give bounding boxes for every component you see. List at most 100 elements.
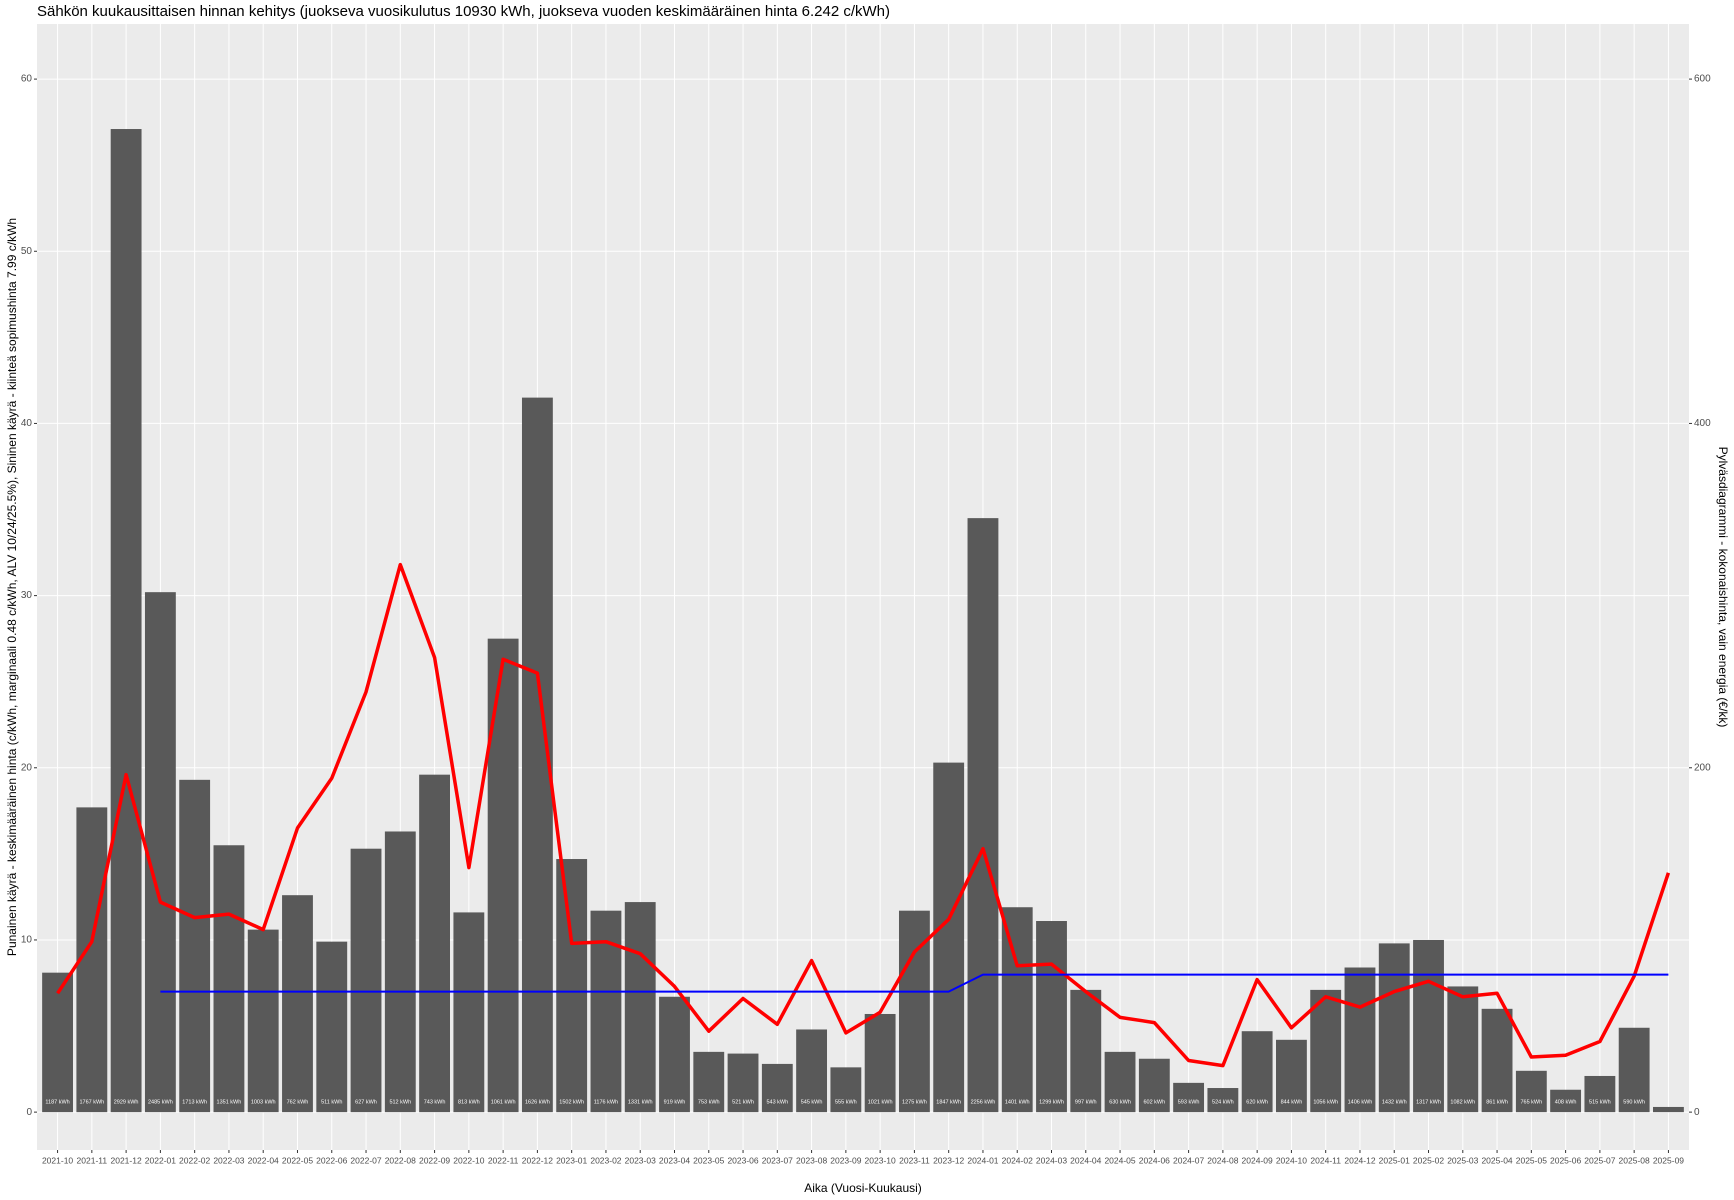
bar (1310, 989, 1342, 1113)
bar (282, 895, 313, 1113)
bar-label: 543 kWh (766, 1100, 788, 1106)
x-tick-label: 2024-06 (1139, 1155, 1170, 1165)
line (56, 562, 1671, 1068)
y-tick-label: 0 (26, 1107, 32, 1118)
bar-label: 765 kWh (1520, 1100, 1542, 1106)
bar-label: 762 kWh (287, 1100, 309, 1106)
bar-label: 1406 kWh (1348, 1100, 1373, 1106)
x-tick-label: 2025-06 (1550, 1155, 1581, 1165)
bar (144, 592, 176, 1113)
bar-label: 620 kWh (1246, 1100, 1268, 1106)
bar (350, 848, 382, 1113)
x-tick-label: 2023-10 (865, 1155, 896, 1165)
bar-label: 593 kWh (1178, 1100, 1200, 1106)
y-tick-label: 50 (21, 246, 33, 257)
x-tick-label: 2024-09 (1242, 1155, 1273, 1165)
x-tick-label: 2025-02 (1413, 1155, 1444, 1165)
bar-label: 997 kWh (1075, 1100, 1097, 1106)
x-tick-label: 2023-04 (659, 1155, 690, 1165)
x-tick-label: 2023-05 (693, 1155, 724, 1165)
bar-label: 1432 kWh (1382, 1100, 1407, 1106)
bar-label: 1847 kWh (936, 1100, 961, 1106)
bar (42, 972, 73, 1113)
bar-label: 2256 kWh (971, 1100, 996, 1106)
bar-label: 1713 kWh (182, 1100, 207, 1106)
bar (556, 859, 588, 1113)
x-tick-label: 2023-11 (899, 1155, 930, 1165)
bar (213, 845, 245, 1113)
bar-label: 2929 kWh (114, 1100, 139, 1106)
x-tick-label: 2023-02 (590, 1155, 621, 1165)
bar (1241, 1031, 1273, 1113)
x-tick-label: 2025-07 (1584, 1155, 1615, 1165)
x-tick-label: 2022-03 (213, 1155, 244, 1165)
bar (453, 912, 485, 1113)
x-tick-label: 2025-03 (1447, 1155, 1478, 1165)
bar (247, 929, 279, 1113)
bar (1618, 1027, 1650, 1113)
bar-label: 512 kWh (389, 1100, 411, 1106)
x-tick-label: 2022-09 (419, 1155, 450, 1165)
y2-tick-label: 0 (1694, 1107, 1700, 1118)
bar-label: 511 kWh (321, 1100, 342, 1106)
x-tick-label: 2022-10 (453, 1155, 484, 1165)
bar (1378, 943, 1410, 1113)
y2-tick-label: 400 (1694, 418, 1711, 429)
bar-label: 630 kWh (1109, 1100, 1131, 1106)
bar (1515, 1070, 1547, 1113)
x-tick-label: 2025-08 (1619, 1155, 1650, 1165)
bar-label: 1317 kWh (1416, 1100, 1441, 1106)
bar-label: 590 kWh (1623, 1100, 1645, 1106)
y-tick-label: 20 (21, 762, 33, 773)
x-tick-label: 2021-12 (111, 1155, 142, 1165)
bar (1001, 907, 1033, 1113)
x-tick-label: 2024-04 (1070, 1155, 1101, 1165)
y-tick-label: 30 (21, 590, 33, 601)
x-tick-label: 2021-11 (77, 1155, 108, 1165)
bar-label: 743 kWh (424, 1100, 446, 1106)
x-tick-label: 2022-02 (179, 1155, 210, 1165)
x-tick-label: 2023-09 (830, 1155, 861, 1165)
x-tick-label: 2023-01 (556, 1155, 587, 1165)
bar-label: 515 kWh (1589, 1100, 1611, 1106)
x-tick-label: 2024-10 (1276, 1155, 1307, 1165)
bar-label: 919 kWh (664, 1100, 686, 1106)
bar (1344, 967, 1376, 1113)
x-tick-label: 2024-12 (1344, 1155, 1375, 1165)
x-tick-label: 2022-07 (350, 1155, 381, 1165)
bar (419, 774, 450, 1113)
bar (727, 1053, 759, 1113)
bar-label: 753 kWh (698, 1100, 720, 1106)
y-tick-label: 40 (21, 418, 33, 429)
line (160, 973, 1669, 993)
bar (1550, 1089, 1582, 1113)
bar (1036, 921, 1067, 1113)
bar (1584, 1075, 1616, 1113)
bar (693, 1051, 725, 1113)
bar (864, 1013, 896, 1113)
bar (659, 996, 690, 1113)
y-tick-label: 60 (21, 74, 33, 85)
bar-label: 813 kWh (458, 1100, 480, 1106)
bar (1276, 1039, 1307, 1113)
bar (110, 129, 142, 1113)
x-tick-label: 2021-10 (42, 1155, 73, 1165)
bar (761, 1063, 793, 1113)
y2-tick-label: 600 (1694, 74, 1711, 85)
x-tick-label: 2023-08 (796, 1155, 827, 1165)
bar-label: 1331 kWh (628, 1100, 653, 1106)
bar-label: 555 kWh (835, 1100, 857, 1106)
x-tick-label: 2022-06 (316, 1155, 347, 1165)
bar-label: 861 kWh (1486, 1100, 1508, 1106)
x-tick-label: 2024-08 (1207, 1155, 1238, 1165)
bar (796, 1029, 828, 1113)
y-axis-title: Punainen käyrä - keskimääräinen hinta (c… (5, 218, 19, 956)
x-tick-label: 2024-07 (1173, 1155, 1204, 1165)
bar (316, 941, 348, 1113)
bar (830, 1067, 862, 1113)
x-tick-label: 2025-04 (1481, 1155, 1512, 1165)
bar (1104, 1051, 1136, 1113)
bar-label: 1187 kWh (45, 1100, 69, 1106)
bar (487, 638, 519, 1113)
